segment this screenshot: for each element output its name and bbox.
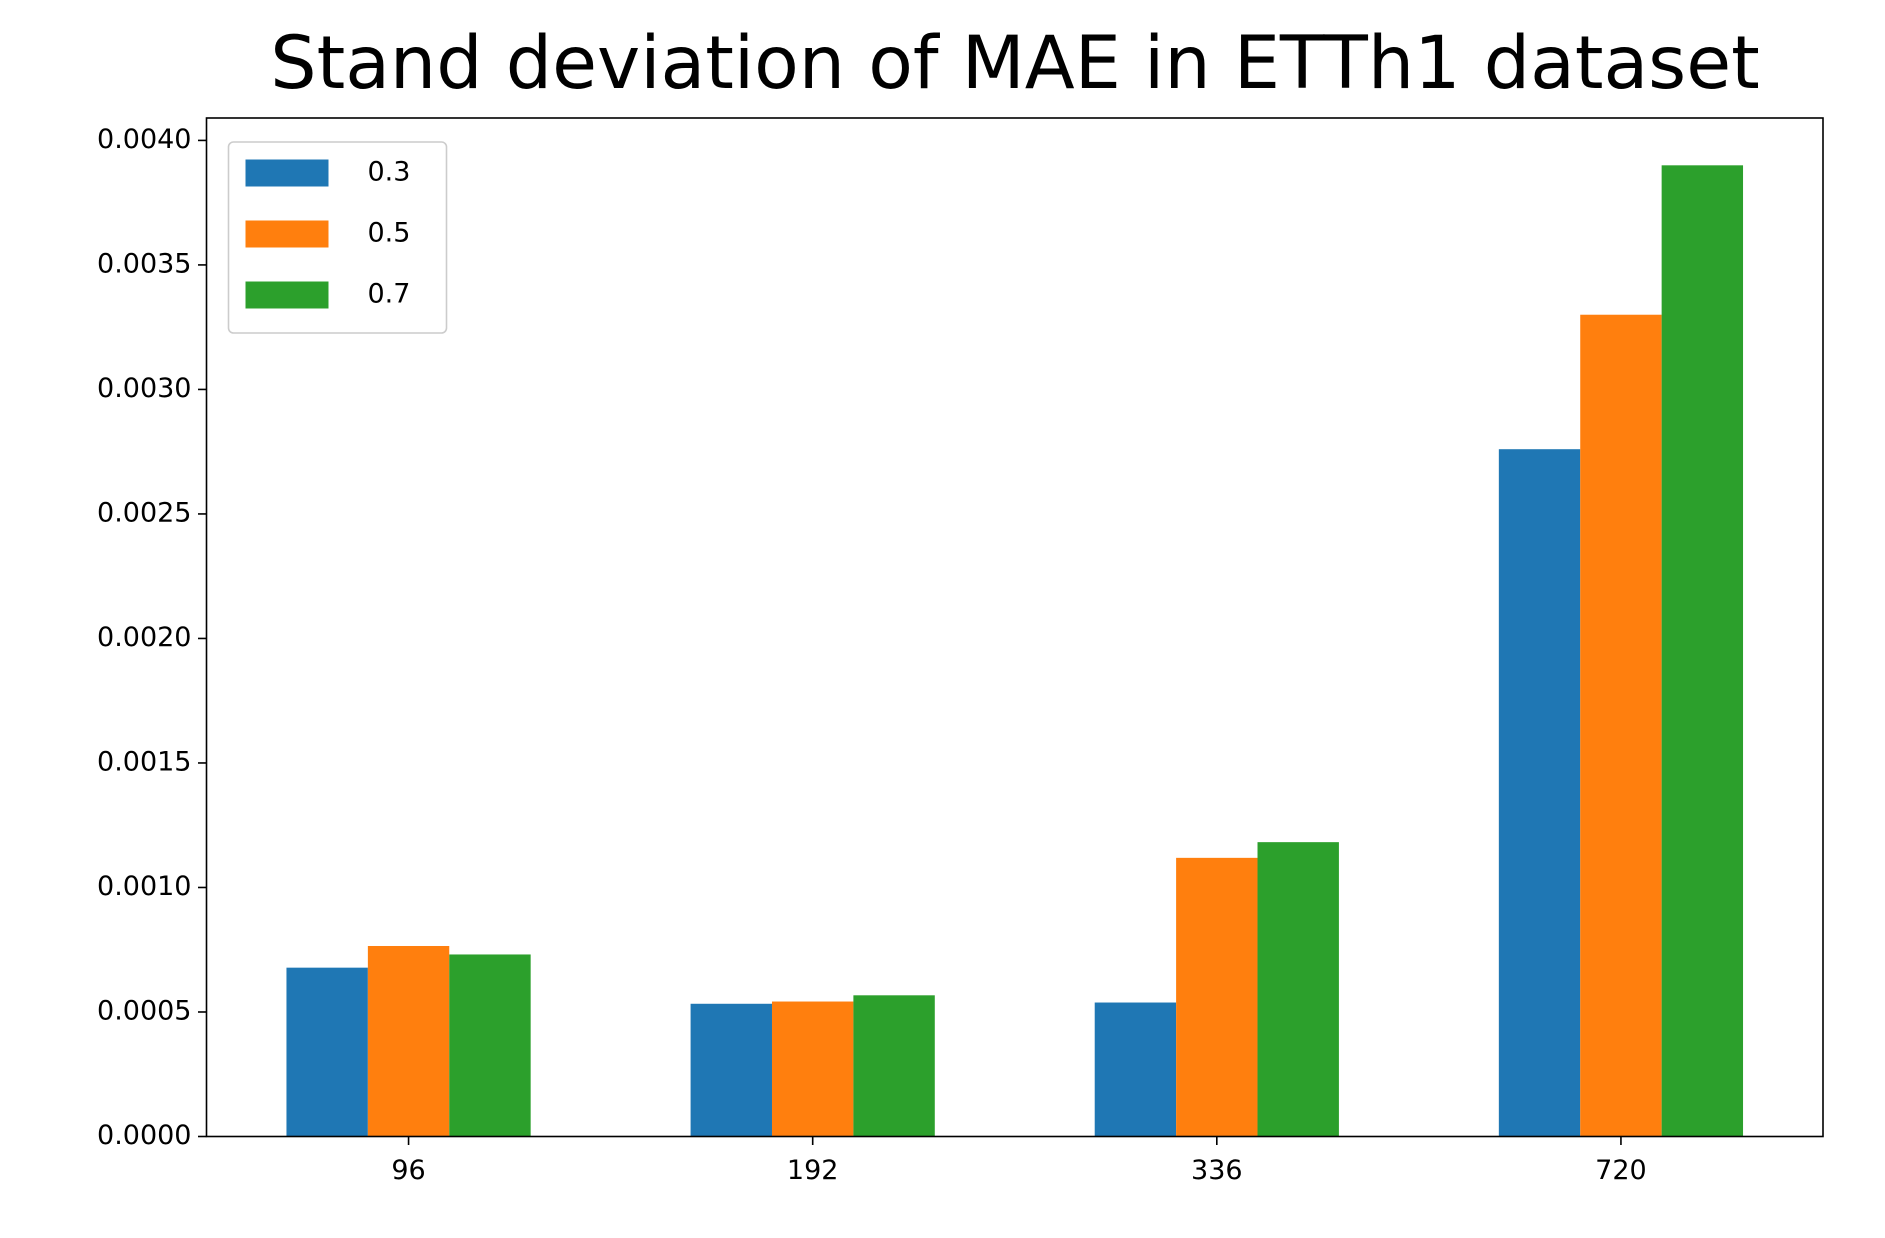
bar bbox=[771, 1001, 854, 1137]
y-tick-label: 0.0040 bbox=[97, 124, 191, 155]
x-tick-label: 192 bbox=[787, 1155, 839, 1186]
bar bbox=[286, 967, 368, 1137]
y-tick-label: 0.0005 bbox=[97, 995, 191, 1026]
axes-frame bbox=[205, 117, 1824, 1138]
bar bbox=[1498, 449, 1581, 1137]
y-tick-label: 0.0025 bbox=[97, 497, 191, 528]
x-tick-label: 336 bbox=[1191, 1155, 1243, 1186]
bar bbox=[1176, 857, 1258, 1137]
y-tick-label: 0.0015 bbox=[97, 746, 191, 777]
bar bbox=[1094, 1002, 1177, 1137]
bar bbox=[1580, 314, 1662, 1137]
y-tick-label: 0.0035 bbox=[97, 248, 191, 279]
bar bbox=[449, 954, 531, 1137]
bar bbox=[367, 945, 450, 1137]
y-tick-label: 0.0000 bbox=[97, 1120, 191, 1151]
bar bbox=[690, 1003, 772, 1137]
y-tick-label: 0.0020 bbox=[97, 622, 191, 653]
bar bbox=[1661, 165, 1744, 1137]
x-tick-label: 720 bbox=[1595, 1155, 1647, 1186]
legend-label: 0.3 bbox=[368, 157, 411, 188]
legend-swatch bbox=[245, 220, 329, 248]
bar bbox=[1257, 842, 1339, 1137]
y-tick-label: 0.0030 bbox=[97, 373, 191, 404]
legend-swatch bbox=[245, 281, 329, 309]
x-tick-label: 96 bbox=[391, 1155, 425, 1186]
legend-label: 0.5 bbox=[368, 218, 411, 249]
legend-label: 0.7 bbox=[368, 279, 411, 310]
bar bbox=[853, 995, 935, 1137]
chart-title: Stand deviation of MAE in ETTh1 dataset bbox=[270, 21, 1760, 106]
legend-swatch bbox=[245, 159, 329, 187]
y-tick-label: 0.0010 bbox=[97, 871, 191, 902]
